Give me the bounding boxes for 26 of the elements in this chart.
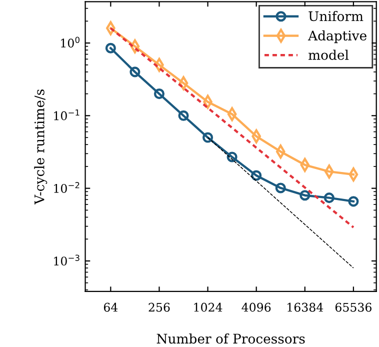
x-tick-label: 4096 [242,302,271,312]
point [130,66,140,78]
point [275,182,286,194]
x-tick-label: 256 [148,302,170,312]
point [202,132,214,143]
x-tick-label: 1024 [194,302,222,312]
point [251,170,262,181]
y-tick-label: 10$^{−3}$ [54,254,80,266]
point [348,196,359,207]
legend-label: Uniform [308,10,364,22]
point [226,152,238,162]
x-axis-title: Number of Processors [156,333,305,344]
y-axis-title: V-cycle runtime/s [34,89,48,205]
x-tick-label: 64 [104,302,118,312]
y-tick-label: 10$^{0}$ [61,36,80,48]
point [324,192,334,204]
point [178,110,189,121]
point [154,88,164,100]
x-tick-label: 16384 [288,302,324,312]
point [105,42,116,54]
point [300,190,310,201]
x-tick-label: 65536 [335,302,372,312]
legend-label: Adaptive [308,30,366,44]
y-tick-label: 10$^{−1}$ [54,110,80,120]
legend-label: model [308,50,349,60]
y-tick-label: 10$^{−2}$ [54,182,80,193]
